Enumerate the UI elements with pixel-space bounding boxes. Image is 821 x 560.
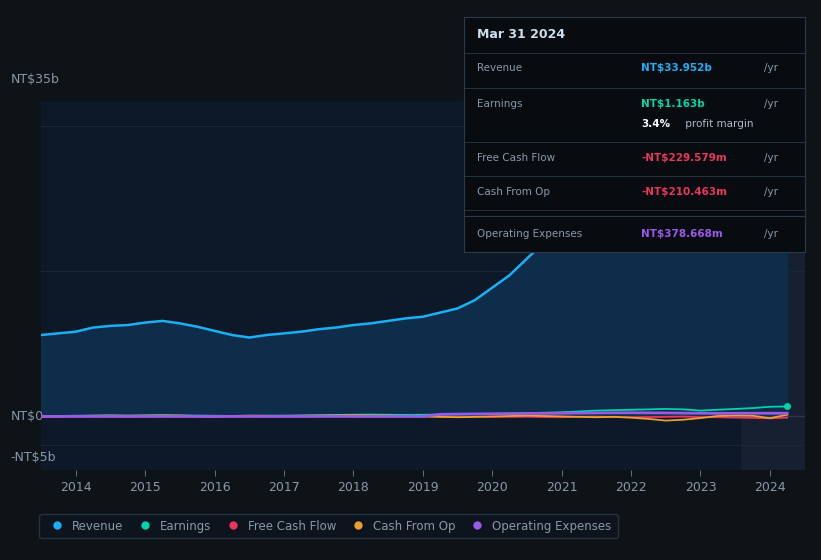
Text: NT$35b: NT$35b <box>11 73 59 86</box>
Text: profit margin: profit margin <box>682 119 754 129</box>
Text: NT$33.952b: NT$33.952b <box>641 63 712 73</box>
Text: Revenue: Revenue <box>478 63 523 73</box>
Legend: Revenue, Earnings, Free Cash Flow, Cash From Op, Operating Expenses: Revenue, Earnings, Free Cash Flow, Cash … <box>39 514 617 538</box>
Text: Cash From Op: Cash From Op <box>478 186 551 197</box>
Text: Mar 31 2024: Mar 31 2024 <box>478 28 566 41</box>
Text: -NT$210.463m: -NT$210.463m <box>641 186 727 197</box>
Bar <box>741 101 805 470</box>
Text: -NT$5b: -NT$5b <box>11 451 56 464</box>
Text: NT$0: NT$0 <box>11 410 44 423</box>
Text: Free Cash Flow: Free Cash Flow <box>478 153 556 163</box>
Text: /yr: /yr <box>764 153 777 163</box>
Text: 3.4%: 3.4% <box>641 119 670 129</box>
Text: /yr: /yr <box>764 63 777 73</box>
Text: /yr: /yr <box>764 229 777 239</box>
Text: Earnings: Earnings <box>478 99 523 109</box>
Text: -NT$229.579m: -NT$229.579m <box>641 153 727 163</box>
Text: Operating Expenses: Operating Expenses <box>478 229 583 239</box>
Text: /yr: /yr <box>764 99 777 109</box>
Text: NT$378.668m: NT$378.668m <box>641 229 722 239</box>
Text: NT$1.163b: NT$1.163b <box>641 99 704 109</box>
Text: /yr: /yr <box>764 186 777 197</box>
